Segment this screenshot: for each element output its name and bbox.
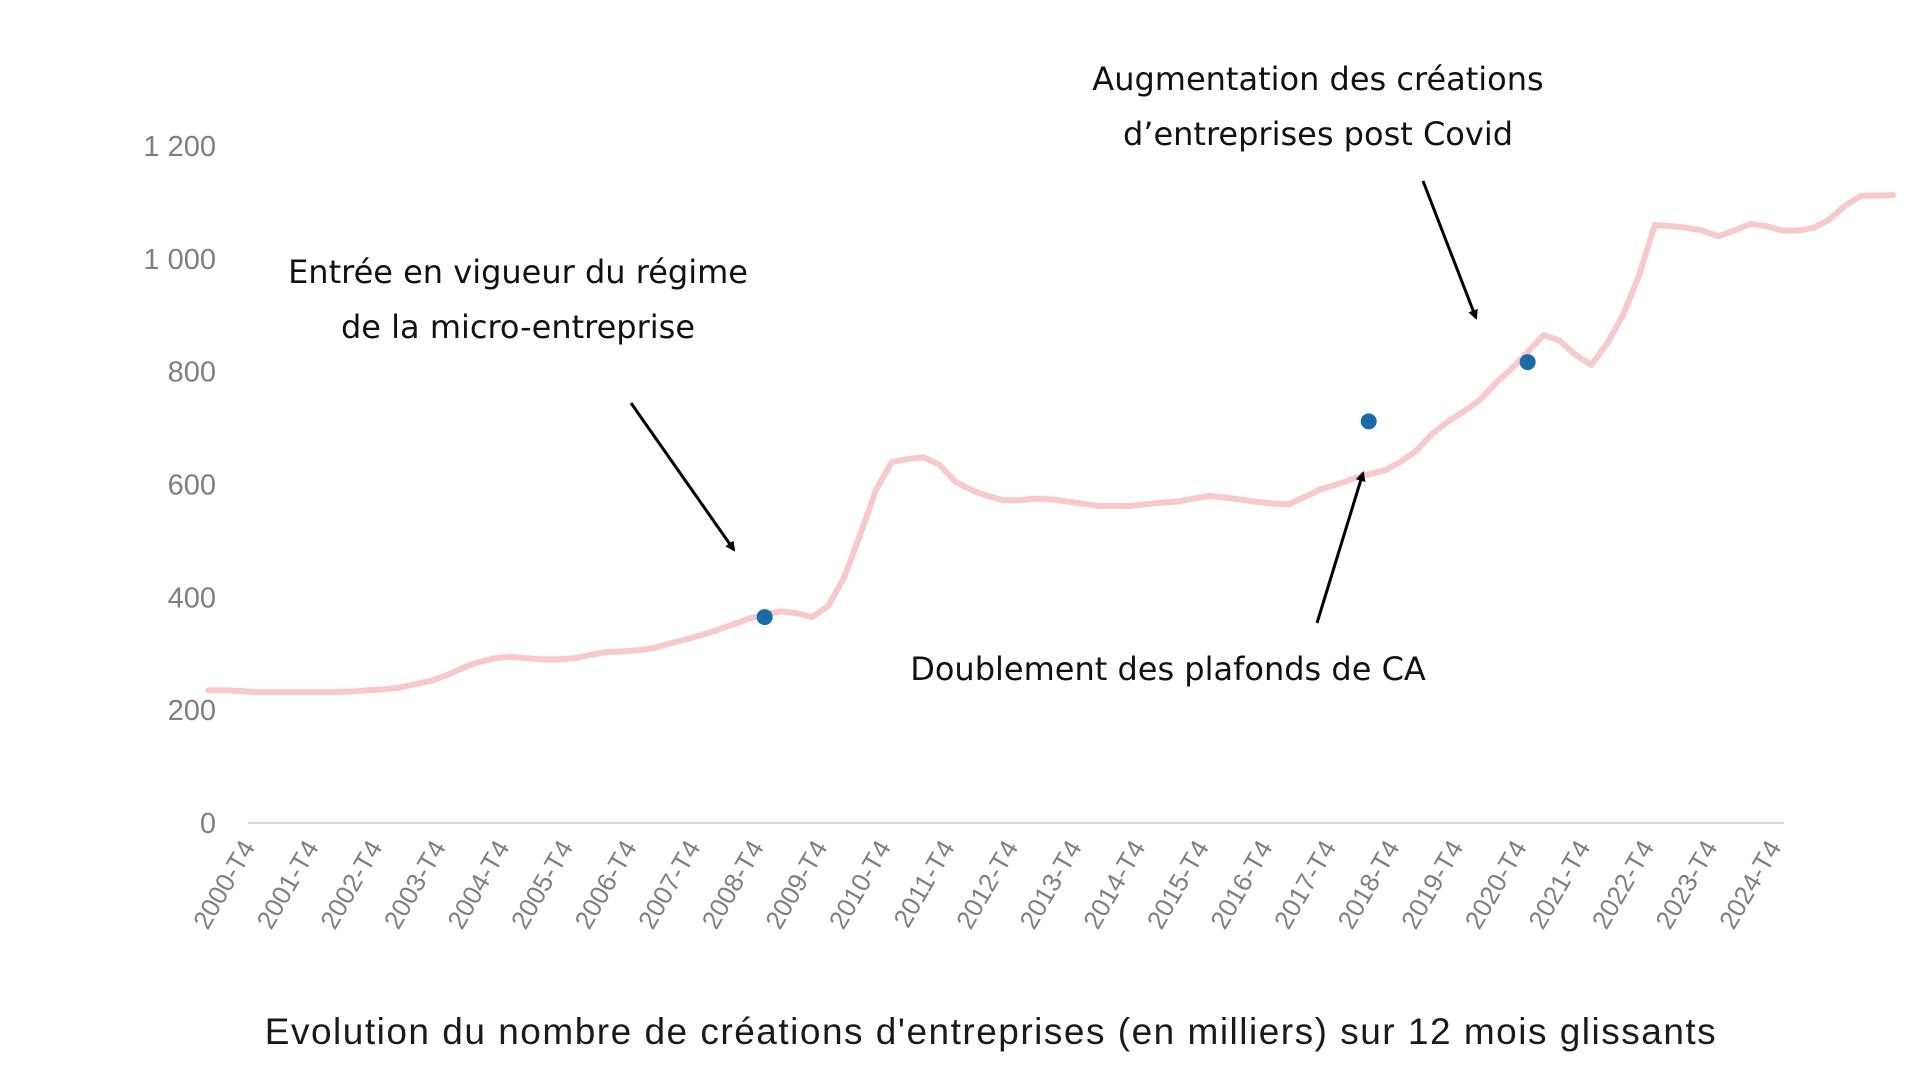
series-layer bbox=[205, 192, 1897, 696]
annotation-plafonds-ca: Doublement des plafonds de CA bbox=[910, 650, 1426, 688]
x-tick-label: 2024-T4 bbox=[1713, 835, 1787, 934]
y-tick-label: 0 bbox=[200, 808, 216, 840]
annotation-arrow-post-covid bbox=[1421, 180, 1478, 320]
annotation-post-covid-line-1: Augmentation des créations bbox=[1092, 60, 1543, 98]
annotation-post-covid-line-2: d’entreprises post Covid bbox=[1123, 115, 1513, 153]
annotations: Entrée en vigueur du régime de la micro-… bbox=[288, 60, 1544, 688]
chart-caption: Evolution du nombre de créations d'entre… bbox=[265, 1011, 1717, 1052]
annotation-micro-entreprise-line-2: de la micro-entreprise bbox=[341, 308, 695, 346]
y-tick-label: 200 bbox=[168, 695, 216, 727]
annotation-micro-entreprise-line-1: Entrée en vigueur du régime bbox=[288, 253, 748, 291]
series-line bbox=[205, 192, 1897, 696]
y-axis: 0 200 400 600 800 1 000 1 200 bbox=[143, 131, 216, 840]
annotation-arrow-plafonds-ca bbox=[1315, 471, 1366, 624]
highlight-point bbox=[756, 609, 773, 626]
annotation-arrow-micro-entreprise bbox=[629, 402, 736, 552]
y-tick-label: 1 200 bbox=[143, 131, 216, 163]
y-tick-label: 1 000 bbox=[143, 244, 216, 276]
y-tick-label: 400 bbox=[168, 582, 216, 614]
highlight-point bbox=[1519, 354, 1536, 371]
y-tick-label: 600 bbox=[168, 470, 216, 502]
highlight-point bbox=[1360, 413, 1377, 430]
x-tick-label: 2010-T4 bbox=[823, 835, 897, 934]
y-tick-label: 800 bbox=[168, 357, 216, 389]
highlight-points bbox=[756, 354, 1536, 626]
x-axis: 2000-T42001-T42002-T42003-T42004-T42005-… bbox=[187, 822, 1787, 934]
